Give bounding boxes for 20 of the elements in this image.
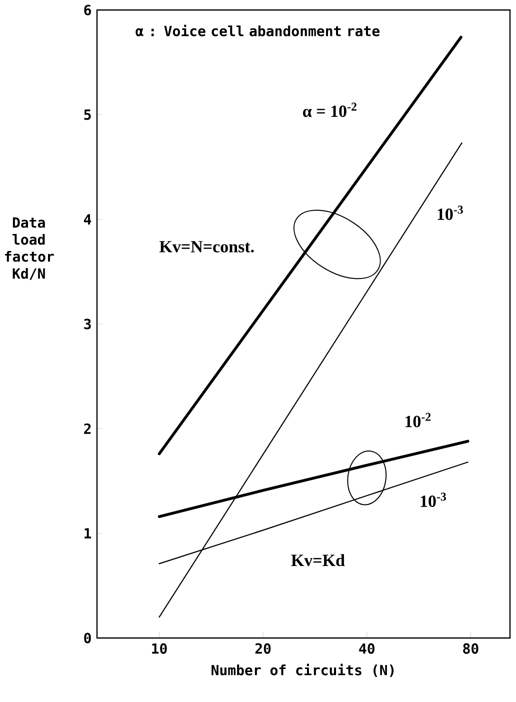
x-tick-label: 80	[463, 643, 478, 654]
annotation: 10$^{-3}$	[438, 206, 463, 220]
annotation: α : Voice cell abandonment rate	[136, 24, 380, 36]
y-tick-label: 5	[84, 109, 91, 120]
annotation: 10$^{-3}$	[420, 492, 446, 507]
y-tick-label: 3	[84, 318, 91, 330]
annotation: Kv=Kd	[291, 554, 345, 566]
y-tick-label: 2	[84, 423, 91, 434]
x-tick-label: 40	[359, 643, 374, 654]
y-tick-label: 4	[84, 214, 92, 224]
annotation: Kv=N=const.	[159, 241, 254, 252]
x-tick-label: 10	[152, 643, 167, 654]
annotation: 10$^{-2}$	[406, 412, 431, 428]
y-tick-label: 6	[84, 4, 91, 16]
y-tick-label: 0	[84, 632, 91, 644]
y-tick-label: 1	[84, 528, 92, 538]
x-tick-label: 20	[255, 643, 271, 654]
annotation: α = 10$^{-2}$	[303, 102, 356, 118]
y-axis-title: Data load factor Kd/N	[5, 217, 54, 280]
x-axis-title: Number of circuits (N)	[212, 664, 394, 678]
